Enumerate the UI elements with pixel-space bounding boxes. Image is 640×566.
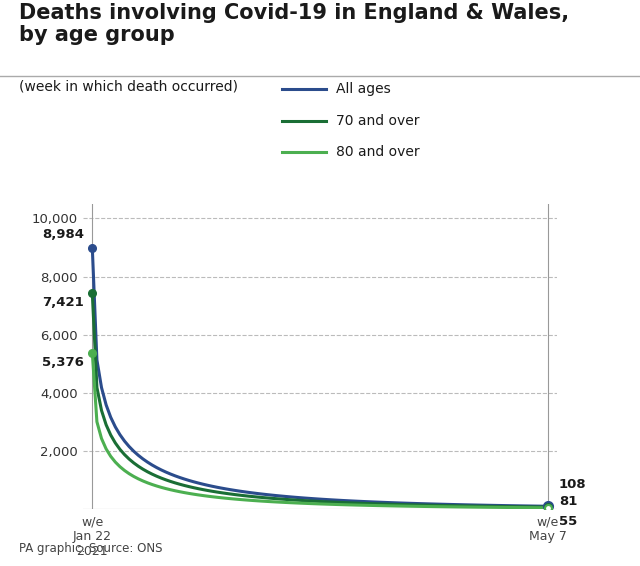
Text: w/e
May 7: w/e May 7 xyxy=(529,515,566,543)
Text: w/e
Jan 22
2021: w/e Jan 22 2021 xyxy=(73,515,112,558)
Text: (week in which death occurred): (week in which death occurred) xyxy=(19,79,238,93)
Text: 55: 55 xyxy=(559,515,577,528)
Text: PA graphic. Source: ONS: PA graphic. Source: ONS xyxy=(19,542,163,555)
Text: 70 and over: 70 and over xyxy=(336,114,419,127)
Text: Deaths involving Covid-19 in England & Wales,: Deaths involving Covid-19 in England & W… xyxy=(19,3,570,23)
Text: 81: 81 xyxy=(559,495,577,508)
Text: by age group: by age group xyxy=(19,25,175,45)
Text: 5,376: 5,376 xyxy=(42,355,84,368)
Text: All ages: All ages xyxy=(336,83,391,96)
Text: 80 and over: 80 and over xyxy=(336,145,420,158)
Text: 7,421: 7,421 xyxy=(42,296,84,309)
Text: 8,984: 8,984 xyxy=(42,228,84,241)
Text: 108: 108 xyxy=(559,478,586,491)
